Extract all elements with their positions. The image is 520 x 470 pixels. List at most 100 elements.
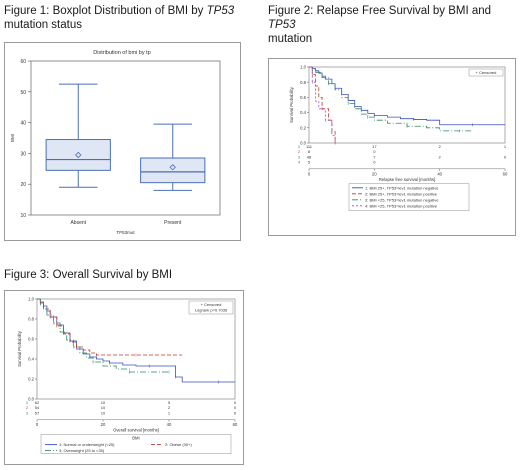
legend-label: 1: Normal or underweight (<25) xyxy=(59,442,115,447)
at-risk-count: 57 xyxy=(35,410,40,415)
at-risk-count: 10 xyxy=(101,410,106,415)
at-risk-count: 8 xyxy=(308,149,311,154)
mean-marker xyxy=(169,164,176,171)
figure2-panel: 0.0 0.2 0.4 0.6 0.8 1.0 Survival Probability + … xyxy=(268,58,516,236)
km-curve-2 xyxy=(309,66,336,143)
at-risk-row-label: 3 xyxy=(26,410,29,415)
x-tick-label: 40 xyxy=(167,422,172,427)
figure1-panel: Distribution of bmi by tp 10 20 30 40 50 60 BMI… xyxy=(4,42,241,241)
x-tick-label: 60 xyxy=(503,171,508,176)
at-risk-count: 10 xyxy=(101,400,106,405)
y-axis-label: BMI xyxy=(10,134,15,142)
censor-legend-box xyxy=(468,68,504,77)
at-risk-count: 2 xyxy=(439,144,442,149)
legend-label: 2: Obese (30+) xyxy=(165,442,192,447)
x-axis-label: Relapse free survival [months] xyxy=(379,177,435,182)
figure3-caption: Figure 3: Overall Survival by BMI xyxy=(4,268,264,282)
legend-label: 3: Overweight (25 to <30) xyxy=(59,448,105,453)
km-curve-3 xyxy=(309,66,473,132)
x-tick-label: Absent xyxy=(70,220,86,226)
y-tick-label: 10 xyxy=(20,213,26,219)
figure1-caption-prefix: Figure 1: Boxplot Distribution of BMI by xyxy=(4,5,207,17)
y-axis-label: Survival Probability xyxy=(289,86,294,123)
y-tick-label: 60 xyxy=(20,59,26,65)
y-tick-label: 0.4 xyxy=(28,357,34,362)
legend-box xyxy=(40,434,232,454)
figure2-caption-line2: mutation xyxy=(268,33,313,45)
legend-title: BMI xyxy=(132,436,139,441)
y-tick-label: 0.0 xyxy=(28,397,34,402)
y-tick-label: 0.0 xyxy=(300,141,306,146)
logrank-label: Logrank p=0.7036 xyxy=(195,308,228,313)
chart-title: Distribution of bmi by tp xyxy=(93,50,150,56)
censor-legend-box xyxy=(188,300,234,315)
at-risk-count: 0 xyxy=(373,160,376,165)
at-risk-count: 0 xyxy=(373,149,376,154)
at-risk-row-label: 1 xyxy=(298,144,301,149)
y-tick-label: 0.6 xyxy=(28,337,34,342)
y-tick-label: 0.6 xyxy=(300,95,306,100)
y-tick-label: 0.8 xyxy=(28,317,34,322)
at-risk-row-label: 2 xyxy=(26,405,29,410)
at-risk-row-label: 4 xyxy=(298,160,301,165)
boxplot-chart: Distribution of bmi by tp 10 20 30 40 50 60 BMI… xyxy=(10,50,221,235)
figure2-caption-gene: TP53 xyxy=(268,19,296,31)
x-tick-label: 20 xyxy=(101,422,106,427)
os-km-chart: 0.0 0.2 0.4 0.6 0.8 1.0 Survival Probability + … xyxy=(17,297,238,454)
at-risk-row-label: 3 xyxy=(298,154,301,159)
figure3-caption-line1: Figure 3: Overall Survival by BMI xyxy=(4,269,173,281)
at-risk-count: 54 xyxy=(35,405,40,410)
figure3-panel: 0.0 0.2 0.4 0.6 0.8 1.0 Survival Probability + … xyxy=(4,290,244,465)
legend-label: 3: BMI <25, TP53=lev1 mutation negative xyxy=(365,197,439,202)
legend-label: 4: BMI <25, TP53=lev1 mutation positive xyxy=(365,203,438,208)
at-risk-count: 7 xyxy=(373,154,376,159)
at-risk-count: 2 xyxy=(168,405,171,410)
y-tick-label: 0.2 xyxy=(28,377,34,382)
y-tick-label: 0.2 xyxy=(300,125,306,130)
at-risk-count: 2 xyxy=(439,154,442,159)
y-tick-label: 1.0 xyxy=(300,65,306,70)
at-risk-count: 5 xyxy=(168,400,171,405)
y-tick-label: 30 xyxy=(20,151,26,157)
x-tick-label: Present xyxy=(164,220,182,226)
plot-frame xyxy=(30,60,221,216)
legend-box xyxy=(348,183,470,212)
x-tick-label: 0 xyxy=(36,422,39,427)
at-risk-count: 1 xyxy=(168,410,171,415)
y-tick-label: 50 xyxy=(20,90,26,96)
censor-legend-label: + Censored xyxy=(201,302,222,307)
at-risk-count: 48 xyxy=(307,154,312,159)
x-axis-label: TP53mut xyxy=(116,230,135,235)
at-risk-row-label: 1 xyxy=(26,400,29,405)
y-tick-label: 1.0 xyxy=(28,297,34,302)
y-axis-label: Survival Probability xyxy=(17,330,22,367)
at-risk-count: 5 xyxy=(308,160,311,165)
y-tick-label: 0.8 xyxy=(300,80,306,85)
figure2-caption: Figure 2: Relapse Free Survival by BMI a… xyxy=(268,4,518,46)
box xyxy=(45,139,111,171)
censor-legend-label: + Censored xyxy=(476,70,497,75)
plot-frame xyxy=(308,66,506,144)
x-tick-label: 60 xyxy=(233,422,238,427)
at-risk-count: 111 xyxy=(306,144,313,149)
legend-label: 1: BMI 25+, TP53=lev1 mutation negative xyxy=(365,185,439,190)
km-curve-3 xyxy=(37,298,169,373)
at-risk-count: 0 xyxy=(234,405,237,410)
rfs-km-chart: 0.0 0.2 0.4 0.6 0.8 1.0 Survival Probability + … xyxy=(289,65,508,212)
legend-label: 2: BMI 25+, TP53=lev1 mutation positive xyxy=(365,191,438,196)
x-axis-label: Overall survival [months] xyxy=(113,428,159,433)
at-risk-count: 17 xyxy=(372,144,377,149)
figure2-caption-prefix: Figure 2: Relapse Free Survival by BMI a… xyxy=(268,5,492,17)
x-tick-label: 40 xyxy=(437,171,442,176)
at-risk-count: 0 xyxy=(234,410,237,415)
x-tick-label: 20 xyxy=(372,171,377,176)
at-risk-count: 62 xyxy=(35,400,40,405)
figure1-caption-line2: mutation status xyxy=(4,19,82,31)
at-risk-count: 1 xyxy=(504,144,507,149)
at-risk-count: 10 xyxy=(101,405,106,410)
y-tick-label: 20 xyxy=(20,182,26,188)
x-tick-label: 0 xyxy=(308,171,311,176)
figure1-caption: Figure 1: Boxplot Distribution of BMI by… xyxy=(4,4,244,32)
at-risk-count: 0 xyxy=(504,154,507,159)
y-tick-label: 40 xyxy=(20,121,26,127)
